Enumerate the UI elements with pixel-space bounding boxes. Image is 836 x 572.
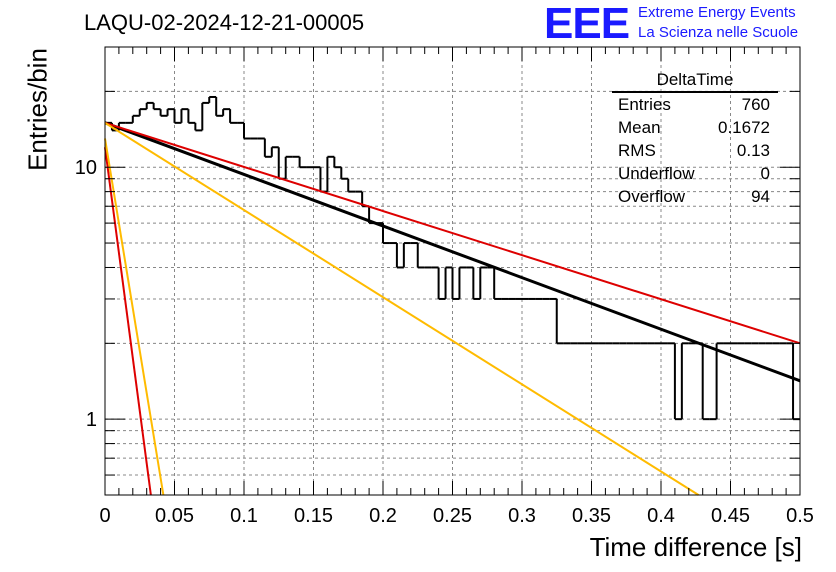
- stats-row-mean: Mean 0.1672: [612, 116, 778, 139]
- y-tick-label: 1: [86, 409, 97, 431]
- x-tick-label: 0.3: [508, 505, 536, 527]
- stats-value: 0.13: [736, 141, 770, 160]
- y-axis-label: Entries/bin: [22, 48, 53, 171]
- histogram-series: [105, 95, 800, 421]
- x-tick-label: 0: [99, 505, 110, 527]
- stats-value: 0: [760, 164, 770, 183]
- fit-line: [104, 121, 700, 496]
- stats-label: Entries: [618, 95, 671, 114]
- x-tick-label: 0.25: [433, 505, 472, 527]
- x-tick-label: 0.4: [647, 505, 675, 527]
- logo-line-1: Extreme Energy Events: [638, 4, 796, 21]
- stats-label: Underflow: [618, 164, 695, 183]
- fit-line: [104, 147, 152, 496]
- fit-line: [104, 121, 801, 345]
- axis-ticks: [104, 46, 801, 496]
- fit-line: [104, 121, 801, 383]
- stats-row-rms: RMS 0.13: [612, 139, 778, 162]
- fit-line: [104, 138, 165, 496]
- fit-lines: [104, 121, 801, 496]
- x-axis-label: Time difference [s]: [589, 532, 802, 562]
- stats-value: 94: [751, 187, 770, 206]
- stats-box: DeltaTime Entries 760 Mean 0.1672 RMS 0.…: [612, 70, 778, 208]
- chart-title: LAQU-02-2024-12-21-00005: [84, 10, 365, 35]
- stats-label: RMS: [618, 141, 656, 160]
- x-tick-label: 0.05: [155, 505, 194, 527]
- tick-labels: 0 0.05 0.1 0.15 0.2 0.25 0.3 0.35 0.4 0.45 0.5 1 10: [75, 157, 814, 527]
- x-tick-label: 0.2: [369, 505, 397, 527]
- y-tick-label: 10: [75, 157, 97, 179]
- stats-row-overflow: Overflow 94: [612, 185, 778, 208]
- stats-title: DeltaTime: [612, 70, 778, 93]
- logo-line-2: La Scienza nelle Scuole: [638, 24, 799, 41]
- stats-row-underflow: Underflow 0: [612, 162, 778, 185]
- x-tick-label: 0.15: [294, 505, 333, 527]
- x-tick-label: 0.45: [711, 505, 750, 527]
- x-tick-label: 0.1: [230, 505, 258, 527]
- x-tick-label: 0.5: [786, 505, 814, 527]
- stats-value: 760: [741, 95, 770, 114]
- eee-logo: EEE: [544, 0, 630, 48]
- x-tick-label: 0.35: [572, 505, 611, 527]
- stats-label: Overflow: [618, 187, 686, 206]
- stats-value: 0.1672: [718, 118, 770, 137]
- stats-row-entries: Entries 760: [612, 93, 778, 116]
- stats-label: Mean: [618, 118, 661, 137]
